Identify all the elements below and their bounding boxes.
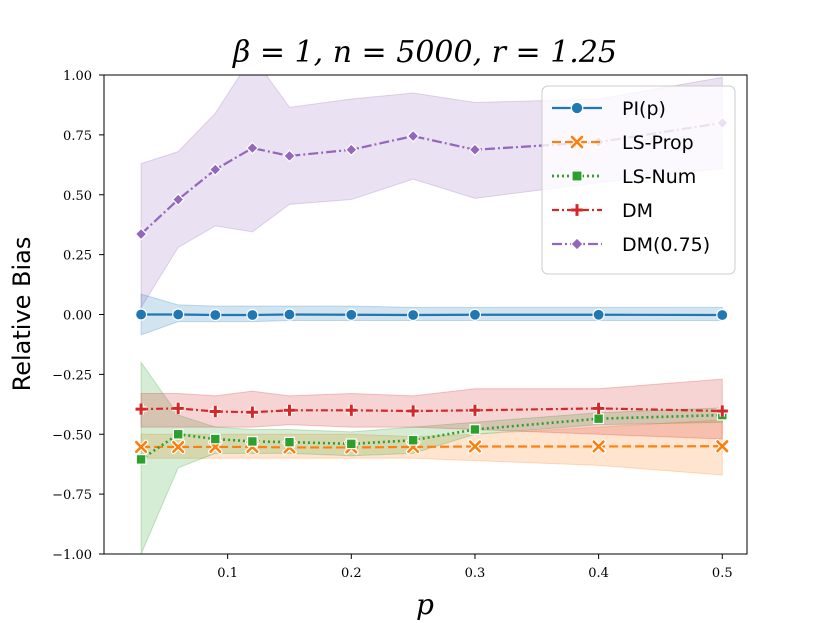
marker-dm bbox=[469, 404, 481, 416]
marker-dm bbox=[345, 404, 357, 416]
y-tick-label: 0.25 bbox=[63, 249, 92, 264]
marker-dm-0-75 bbox=[283, 149, 296, 163]
line-dm-0-75 bbox=[140, 121, 723, 235]
marker-dm bbox=[172, 402, 184, 414]
marker-dm bbox=[716, 405, 728, 417]
marker-pi-p bbox=[592, 308, 605, 321]
legend-swatch-marker bbox=[570, 101, 584, 115]
band-dm bbox=[140, 378, 723, 440]
marker-ls-num bbox=[135, 453, 147, 465]
y-tick-label: 0.50 bbox=[63, 189, 92, 204]
legend-entry-pi-p: PI(p) bbox=[552, 98, 666, 120]
marker-dm-0-75 bbox=[171, 193, 185, 206]
y-tick-label: 1.00 bbox=[63, 69, 92, 84]
y-axis-label: Relative Bias bbox=[8, 237, 36, 392]
marker-pi-p bbox=[134, 308, 148, 321]
legend-swatch-marker bbox=[571, 204, 583, 216]
legend-label: LS-Num bbox=[622, 166, 696, 188]
y-tick-label: 0.00 bbox=[63, 309, 92, 324]
marker-ls-num bbox=[284, 436, 295, 448]
x-axis-label: p bbox=[416, 588, 434, 621]
y-tick-label: −0.75 bbox=[52, 488, 92, 503]
marker-pi-p bbox=[468, 308, 482, 321]
marker-pi-p bbox=[345, 308, 358, 321]
marker-ls-prop bbox=[591, 439, 606, 454]
marker-dm bbox=[283, 404, 296, 416]
y-axis-ticks: −1.00 −0.75 −0.50 −0.25 0.00 0.25 0.50 0.75 1.00 bbox=[52, 69, 104, 563]
marker-pi-p bbox=[246, 308, 259, 322]
legend-swatch-marker bbox=[571, 170, 583, 182]
marker-ls-num bbox=[172, 428, 184, 440]
legend-entry-ls-num: LS-Num bbox=[552, 166, 696, 188]
marker-dm-0-75 bbox=[134, 227, 148, 241]
legend-box bbox=[541, 85, 736, 275]
chart-title: β = 1, n = 5000, r = 1.25 bbox=[232, 35, 617, 70]
y-tick-label: −0.50 bbox=[52, 428, 92, 443]
marker-ls-prop bbox=[170, 439, 186, 455]
marker-ls-num bbox=[407, 434, 419, 446]
marker-dm bbox=[246, 406, 258, 418]
marker-ls-prop bbox=[714, 438, 730, 454]
legend: PI(p) LS-Prop LS-Num DM DM(0.75) bbox=[541, 85, 736, 275]
marker-ls-prop bbox=[467, 439, 483, 454]
marker-dm bbox=[209, 405, 221, 418]
marker-ls-prop bbox=[133, 439, 149, 455]
marker-dm-0-75 bbox=[344, 143, 358, 157]
marker-pi-p bbox=[716, 308, 729, 322]
x-tick-label: 0.4 bbox=[588, 566, 609, 581]
marker-pi-p bbox=[209, 308, 222, 322]
marker-dm bbox=[135, 403, 147, 415]
series-markers bbox=[133, 116, 730, 465]
legend-label: DM(0.75) bbox=[622, 234, 710, 256]
legend-label: DM bbox=[622, 200, 653, 222]
series-lines bbox=[140, 121, 723, 461]
marker-pi-p bbox=[283, 308, 296, 321]
x-axis-ticks: 0.1 0.2 0.3 0.4 0.5 bbox=[217, 554, 733, 581]
marker-dm-0-75 bbox=[208, 163, 222, 177]
y-tick-label: −0.25 bbox=[52, 368, 92, 383]
marker-ls-num bbox=[345, 438, 357, 450]
x-tick-label: 0.3 bbox=[465, 566, 486, 581]
legend-label: PI(p) bbox=[622, 98, 666, 120]
marker-dm-0-75 bbox=[245, 141, 259, 155]
x-tick-label: 0.1 bbox=[217, 566, 238, 581]
marker-pi-p bbox=[407, 308, 420, 322]
marker-pi-p bbox=[172, 308, 185, 321]
marker-ls-num bbox=[469, 424, 481, 435]
line-ls-num bbox=[140, 413, 723, 461]
marker-dm-0-75 bbox=[468, 143, 482, 157]
legend-swatch-marker bbox=[570, 237, 584, 251]
x-tick-label: 0.5 bbox=[712, 566, 733, 581]
marker-dm bbox=[593, 402, 605, 414]
legend-label: LS-Prop bbox=[622, 132, 694, 154]
marker-dm bbox=[407, 405, 419, 417]
legend-swatch-marker bbox=[569, 134, 585, 150]
x-tick-label: 0.2 bbox=[341, 566, 362, 581]
y-tick-label: −1.00 bbox=[52, 548, 92, 563]
legend-entry-dm: DM bbox=[552, 200, 653, 222]
marker-ls-num bbox=[593, 413, 605, 425]
band-ls-num bbox=[140, 360, 723, 554]
marker-ls-num bbox=[209, 433, 221, 445]
line-ls-prop bbox=[141, 445, 723, 449]
legend-entry-ls-prop: LS-Prop bbox=[552, 132, 694, 154]
marker-ls-num bbox=[246, 436, 258, 447]
line-dm bbox=[141, 407, 723, 414]
legend-entry-dm-0-75: DM(0.75) bbox=[552, 234, 710, 256]
marker-dm-0-75 bbox=[406, 129, 420, 143]
y-tick-label: 0.75 bbox=[63, 129, 92, 144]
